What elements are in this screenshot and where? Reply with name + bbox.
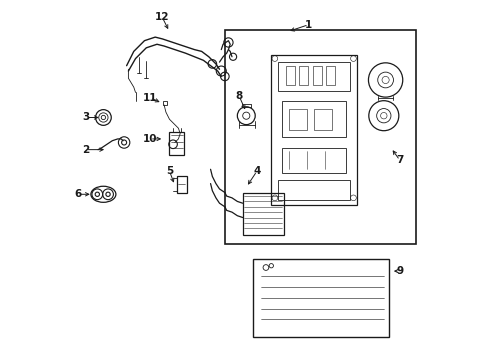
Bar: [313, 109, 331, 130]
Bar: [163, 101, 167, 105]
Bar: [299, 66, 307, 85]
Text: 9: 9: [395, 266, 403, 276]
Text: 10: 10: [142, 134, 157, 144]
Text: 6: 6: [75, 189, 82, 199]
Text: 11: 11: [142, 93, 157, 103]
Text: 12: 12: [155, 13, 169, 22]
Text: 4: 4: [253, 166, 260, 176]
Bar: [285, 66, 294, 85]
Bar: [282, 148, 346, 173]
Text: 1: 1: [305, 19, 312, 30]
Text: 8: 8: [235, 91, 242, 101]
Bar: [169, 132, 184, 155]
Text: 2: 2: [82, 145, 89, 155]
Bar: [224, 30, 415, 244]
Bar: [312, 66, 321, 85]
Text: 3: 3: [82, 112, 89, 122]
Bar: [253, 258, 388, 337]
Bar: [242, 193, 283, 235]
Text: 5: 5: [165, 166, 173, 176]
Text: 7: 7: [395, 156, 403, 165]
Bar: [176, 176, 186, 193]
Bar: [325, 66, 335, 85]
Bar: [288, 109, 306, 130]
Bar: [278, 62, 349, 91]
Bar: [282, 102, 346, 137]
Bar: [271, 55, 356, 205]
Bar: [278, 180, 349, 200]
